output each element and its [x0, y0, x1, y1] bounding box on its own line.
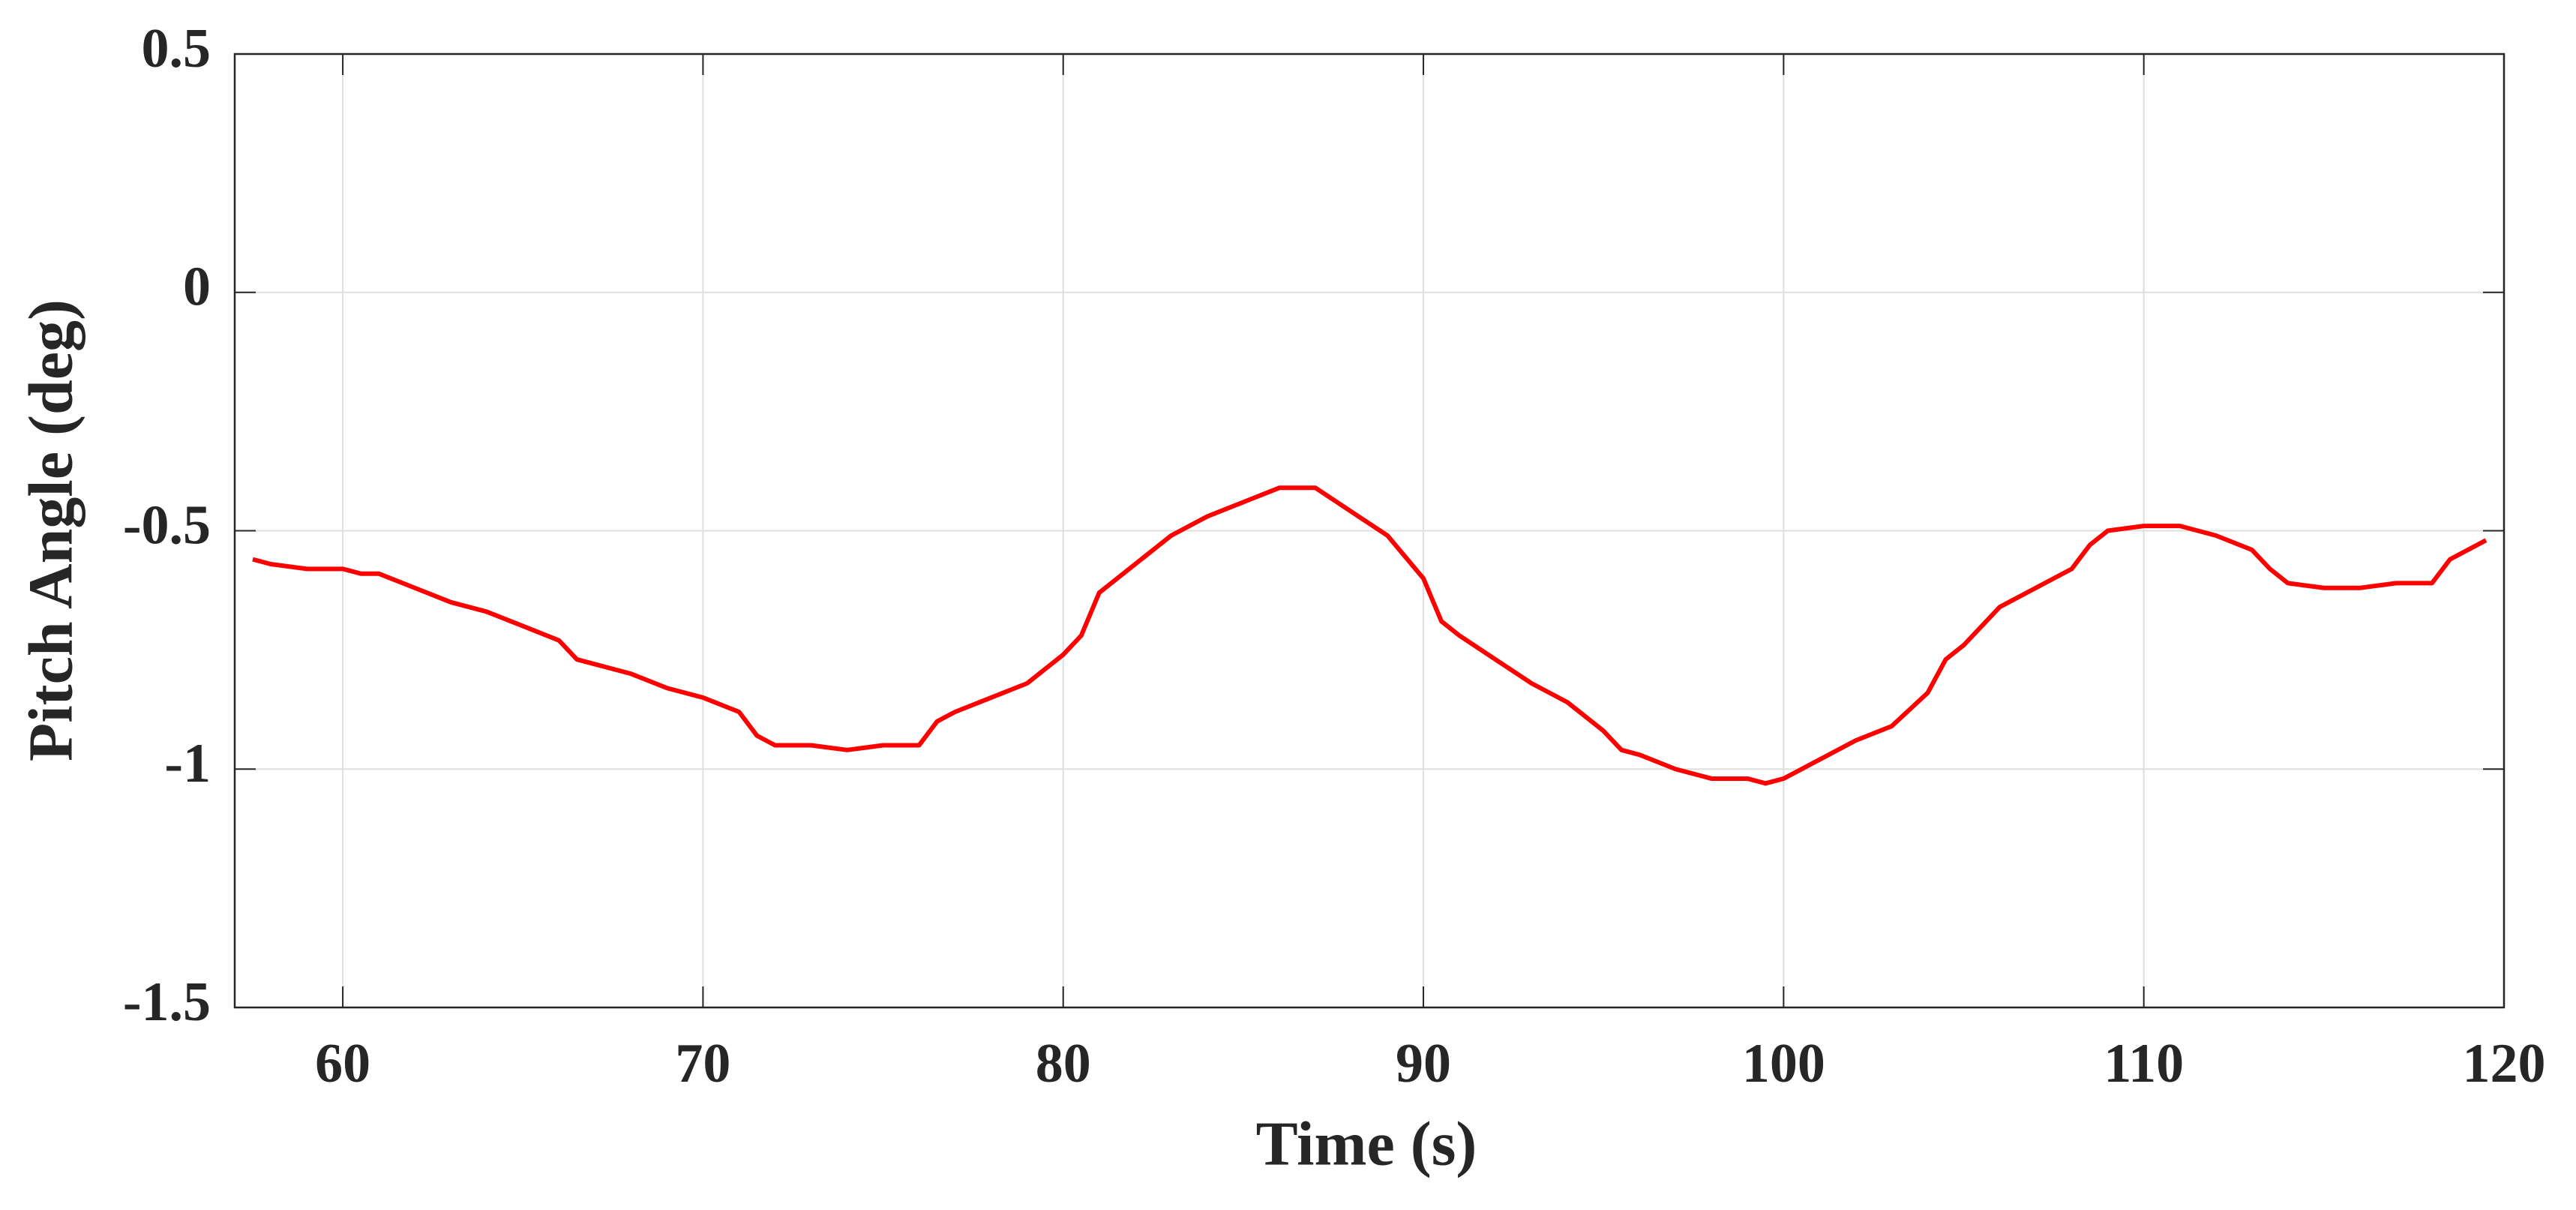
x-tick-label: 90	[1396, 1033, 1451, 1094]
x-tick-label: 110	[2104, 1033, 2184, 1094]
y-tick-label: -0.5	[123, 494, 211, 556]
x-tick-label: 80	[1036, 1033, 1091, 1094]
x-tick-label: 70	[675, 1033, 730, 1094]
y-tick-label: 0.5	[142, 18, 211, 80]
y-tick-label: -1.5	[123, 971, 211, 1033]
x-tick-label: 60	[315, 1033, 370, 1094]
y-tick-label: -1	[164, 733, 211, 794]
data-line	[252, 485, 2488, 786]
x-tick-label: 100	[1742, 1033, 1825, 1094]
x-axis-label: Time (s)	[1256, 1109, 1477, 1178]
x-tick-label: 120	[2463, 1033, 2546, 1094]
y-tick-label: 0	[183, 257, 211, 318]
plot-frame	[233, 53, 2506, 1009]
y-axis-label: Pitch Angle (deg)	[16, 299, 85, 761]
